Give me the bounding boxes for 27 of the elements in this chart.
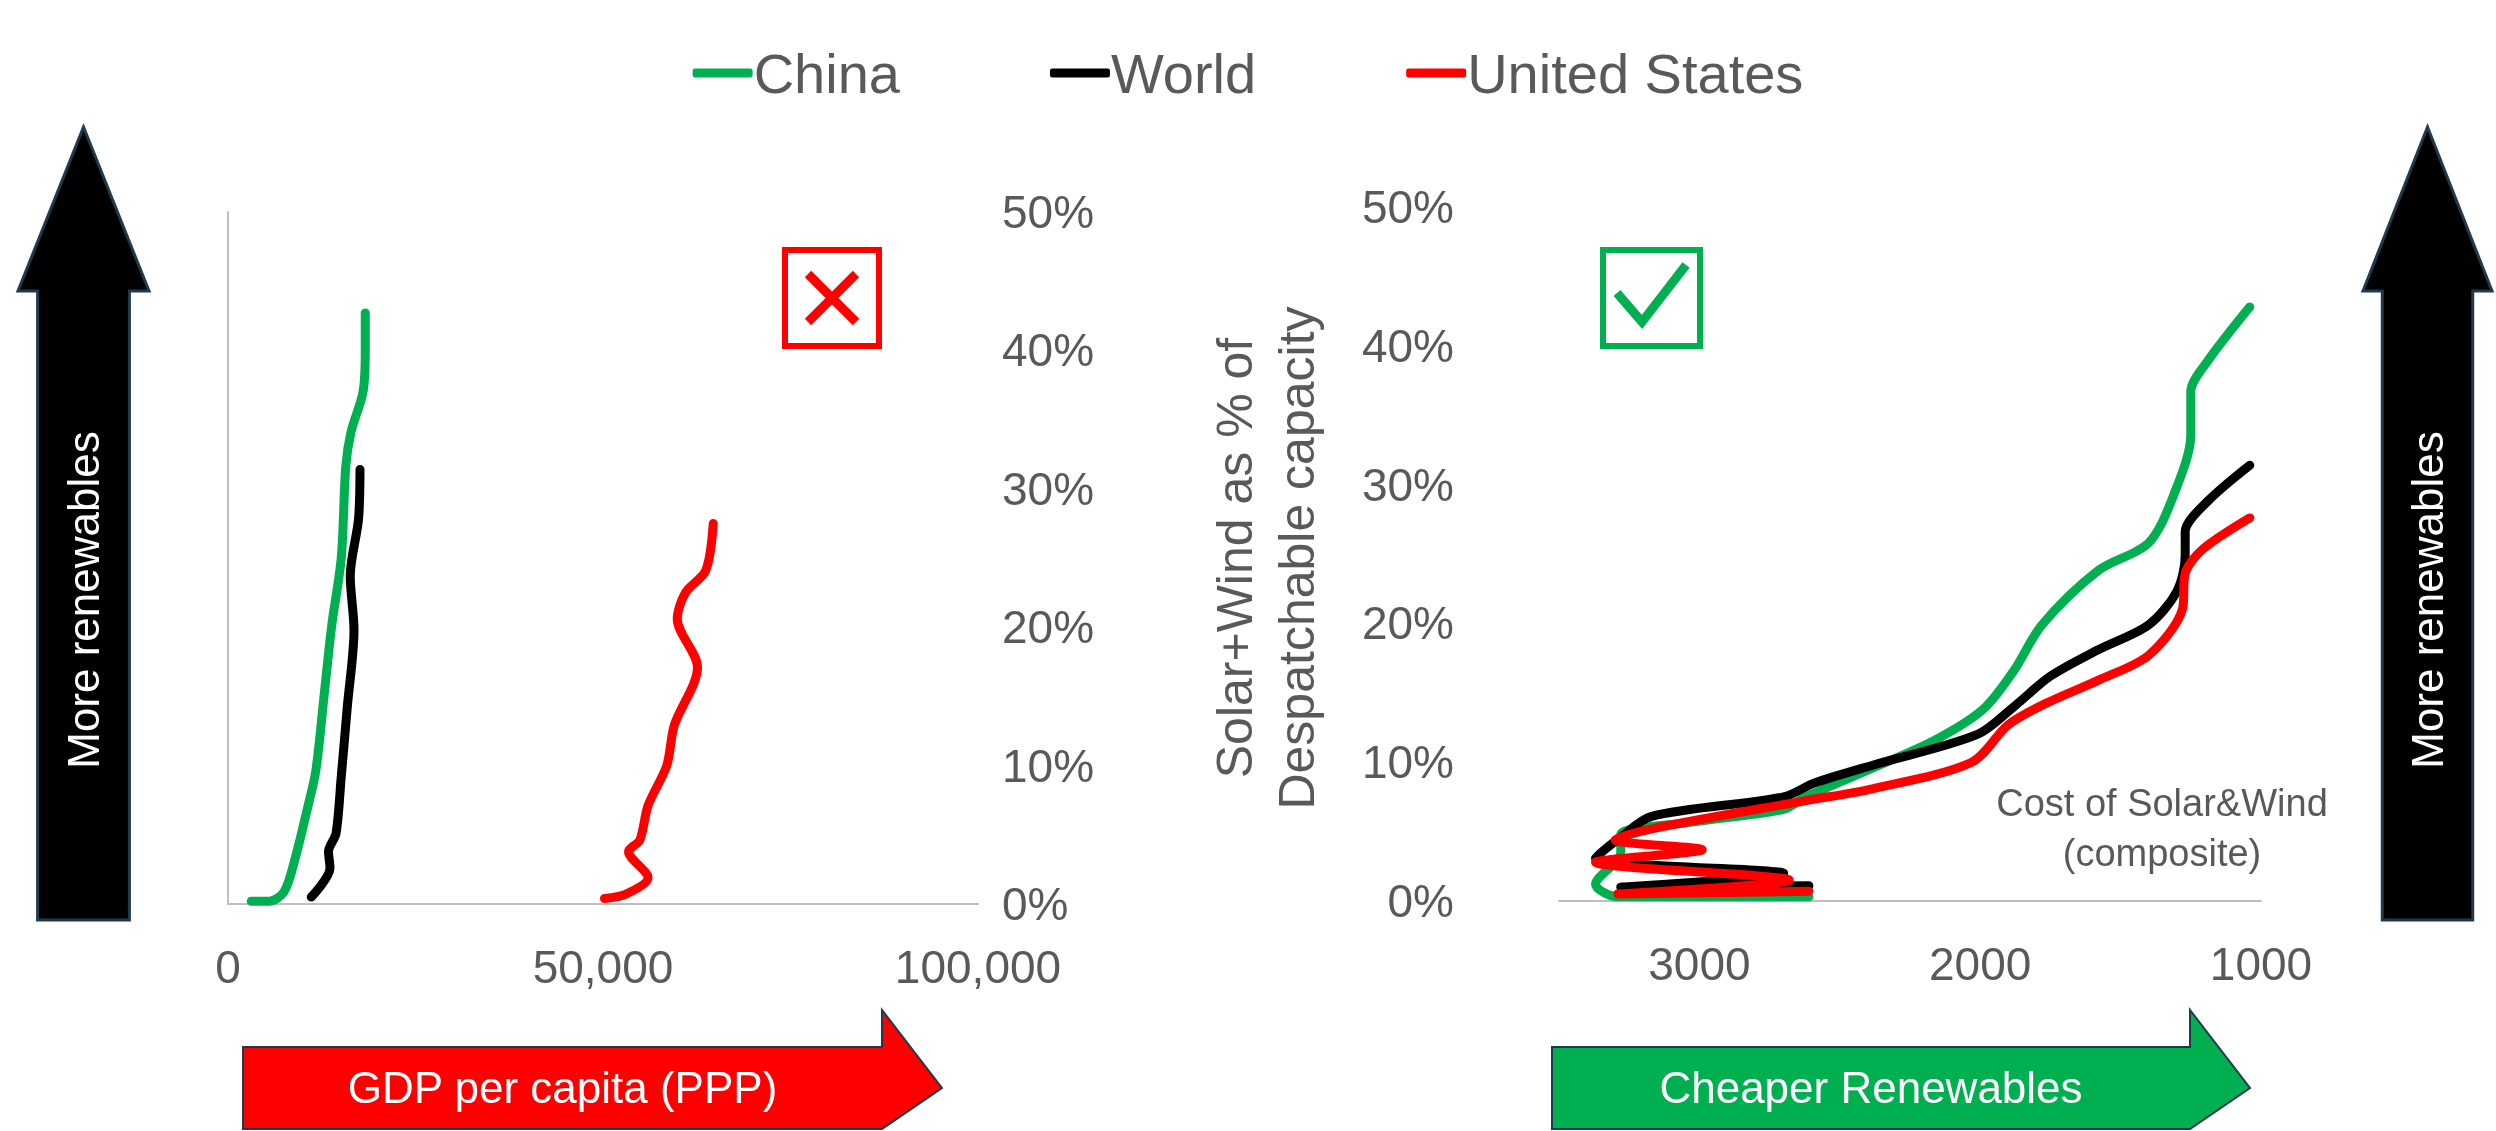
x-tick-label: 0 [215, 941, 241, 993]
annotation: Cost of Solar&Wind (composite) [1995, 781, 2329, 876]
y-tick-label: 0% [1387, 875, 1454, 927]
legend-label: China [753, 41, 901, 105]
y2-tick-label: 30% [1002, 462, 1095, 515]
text: More renewables [2402, 431, 2453, 769]
x-tick-label: 1000 [2209, 938, 2313, 990]
y2-axis-title: Solar+Wind as % of Despatchable capacity [1206, 305, 1326, 812]
y2-tick-label: 10% [1002, 739, 1095, 792]
x-axis-title: Cheaper Renewables [1659, 1063, 2083, 1113]
y2-tick-label: 0% [1002, 878, 1069, 930]
x-axis-title: GDP per capita (PPP) [347, 1063, 778, 1113]
legend-label: United States [1467, 41, 1804, 105]
x-tick-label: 50,000 [532, 941, 674, 993]
x-tick-label: 2000 [1929, 938, 2032, 990]
x-tick-label: 3000 [1648, 938, 1751, 990]
y2-tick-label: 50% [1002, 186, 1095, 238]
y-tick-label: 30% [1361, 458, 1454, 511]
x-tick-label: 100,000 [894, 941, 1062, 993]
y-tick-label: 10% [1361, 736, 1454, 789]
text: More renewables [58, 431, 109, 769]
y-tick-label: 40% [1361, 319, 1454, 372]
y2-tick-label: 40% [1002, 324, 1095, 377]
legend-label: World [1110, 41, 1257, 105]
y-tick-label: 20% [1361, 597, 1454, 650]
y2-tick-label: 20% [1002, 601, 1095, 654]
y-tick-label: 50% [1361, 181, 1454, 233]
